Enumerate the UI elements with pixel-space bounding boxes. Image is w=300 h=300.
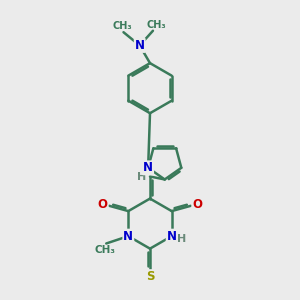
Text: CH₃: CH₃ [112, 21, 132, 31]
Text: N: N [167, 230, 177, 243]
Text: CH₃: CH₃ [146, 20, 166, 30]
Text: O: O [98, 198, 108, 211]
Text: S: S [146, 270, 154, 283]
Text: N: N [143, 161, 153, 174]
Text: N: N [123, 230, 133, 243]
Text: H: H [177, 234, 186, 244]
Text: CH₃: CH₃ [94, 245, 115, 255]
Text: N: N [135, 39, 145, 52]
Text: O: O [192, 198, 202, 211]
Text: H: H [137, 172, 146, 182]
